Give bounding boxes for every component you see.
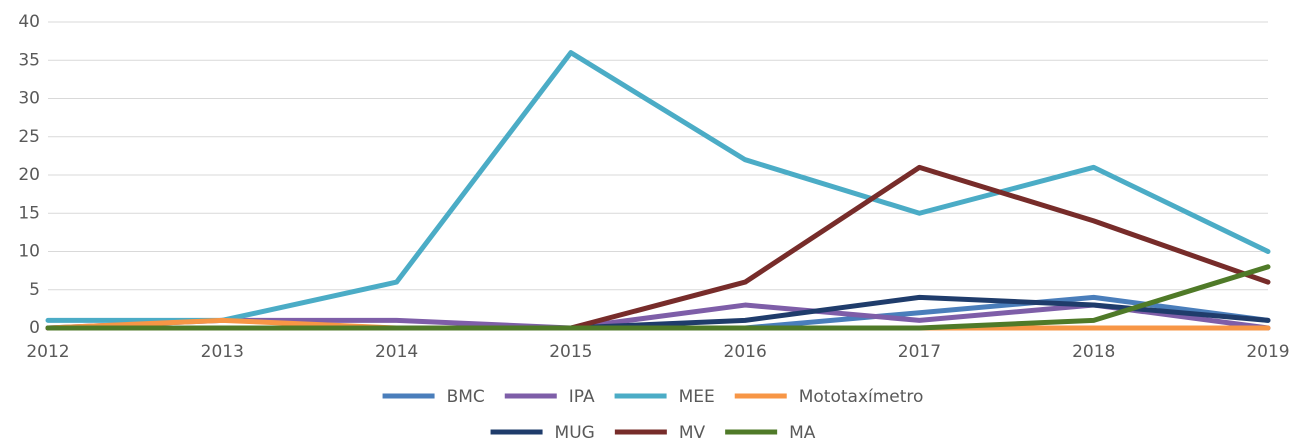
legend-label: MV [679, 423, 706, 439]
series-line [45, 50, 1271, 323]
x-tick-label: 2016 [724, 342, 767, 362]
legend-label: BMC [447, 387, 485, 407]
legend-label: IPA [569, 387, 595, 407]
x-tick-label: 2015 [549, 342, 592, 362]
x-tick-label: 2018 [1072, 342, 1115, 362]
legend-label: MUG [555, 423, 595, 439]
y-tick-label: 15 [18, 203, 40, 223]
legend-label: MA [789, 423, 816, 439]
x-tick-label: 2014 [375, 342, 418, 362]
series-line [45, 294, 1271, 331]
x-tick-label: 2012 [26, 342, 69, 362]
legend-label: MEE [679, 387, 715, 407]
y-tick-label: 25 [18, 127, 40, 147]
y-tick-label: 5 [29, 280, 40, 300]
x-tick-label: 2017 [898, 342, 941, 362]
y-tick-label: 35 [18, 50, 40, 70]
series-line [45, 264, 1271, 331]
y-tick-label: 0 [29, 318, 40, 338]
y-tick-label: 10 [18, 242, 40, 262]
y-tick-label: 20 [18, 165, 40, 185]
legend-label: Mototaxímetro [799, 387, 924, 407]
x-tick-label: 2013 [201, 342, 244, 362]
x-tick-label: 2019 [1246, 342, 1289, 362]
y-tick-label: 30 [18, 89, 40, 109]
y-tick-label: 40 [18, 12, 40, 32]
